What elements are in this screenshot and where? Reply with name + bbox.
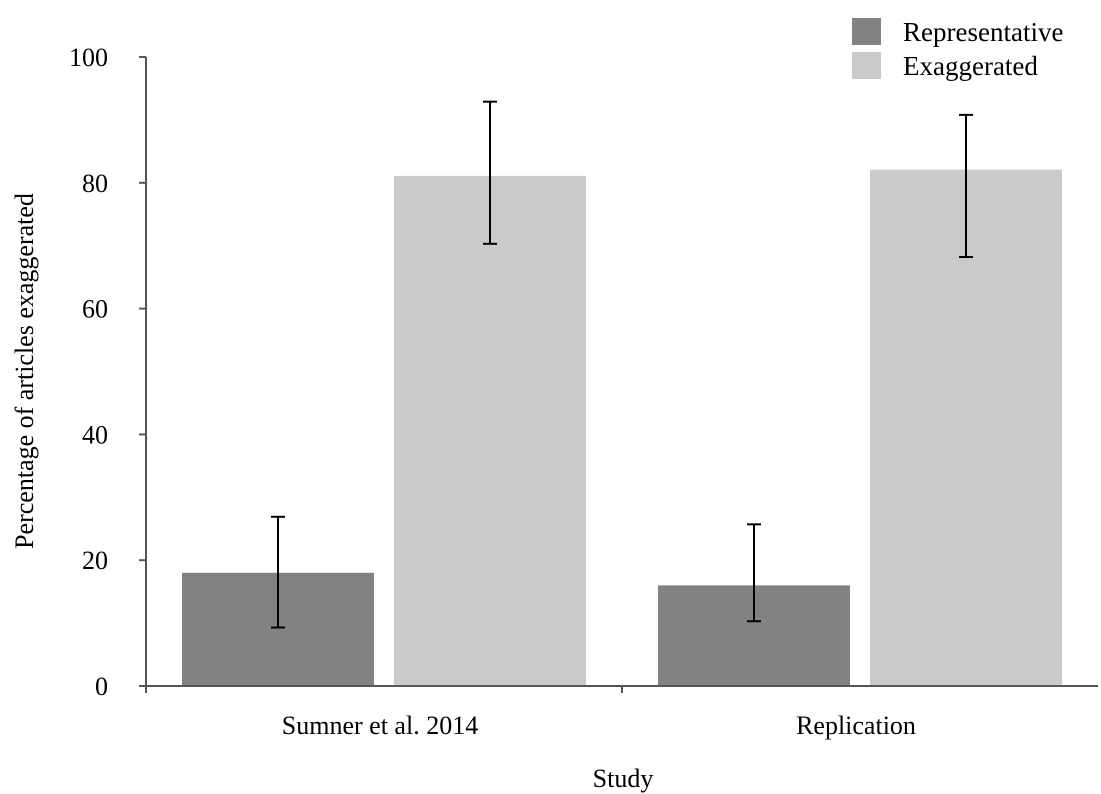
y-ticks-layer: 0 20 40 60 80 100	[69, 43, 146, 701]
error-bar-exaggerated-1	[959, 113, 973, 259]
legend-swatch-representative	[852, 18, 881, 45]
error-bars-layer	[271, 100, 973, 629]
error-bar-representative-0	[271, 515, 285, 629]
bar-exaggerated-0	[394, 175, 586, 687]
legend-item-exaggerated: Exaggerated	[852, 51, 1038, 81]
legend: Representative Exaggerated	[852, 17, 1063, 81]
y-tick-label-60: 60	[82, 295, 108, 324]
y-tick-label-0: 0	[95, 672, 108, 701]
error-bar-representative-1	[747, 523, 761, 623]
y-tick-label-80: 80	[82, 169, 108, 198]
error-bar-exaggerated-0	[483, 100, 497, 245]
x-axis-title: Study	[593, 764, 654, 793]
legend-swatch-exaggerated	[852, 52, 881, 79]
legend-label-representative: Representative	[903, 17, 1063, 47]
x-tick-label-0: Sumner et al. 2014	[282, 711, 478, 740]
legend-label-exaggerated: Exaggerated	[903, 51, 1038, 81]
x-ticks-layer: Sumner et al. 2014 Replication	[145, 686, 916, 740]
y-axis-title: Percentage of articles exaggerated	[10, 193, 39, 549]
legend-item-representative: Representative	[852, 17, 1063, 47]
y-tick-label-40: 40	[82, 420, 108, 449]
bars-layer	[182, 169, 1062, 687]
y-tick-label-100: 100	[69, 43, 108, 72]
x-tick-label-1: Replication	[796, 711, 916, 740]
y-tick-label-20: 20	[82, 546, 108, 575]
